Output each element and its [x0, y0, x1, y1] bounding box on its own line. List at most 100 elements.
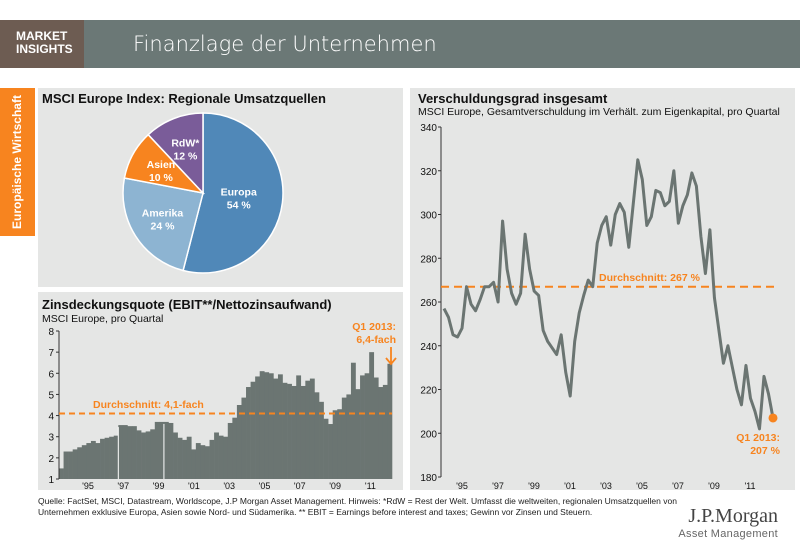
- line-x-tick: '11: [744, 481, 755, 491]
- bar: [373, 377, 379, 479]
- bar: [328, 424, 333, 479]
- line-x-tick: '09: [708, 481, 720, 491]
- bar-x-tick: '97: [117, 481, 129, 491]
- bar: [236, 405, 242, 479]
- jpmorgan-logo: J.P.Morgan Asset Management: [678, 505, 778, 540]
- line-annotation: Q1 2013:: [736, 432, 780, 444]
- bar: [59, 468, 64, 479]
- bar: [113, 435, 119, 479]
- bar: [300, 385, 306, 479]
- pie-slice-europa: [182, 112, 284, 274]
- bar: [241, 397, 247, 479]
- line-last-point: [768, 413, 778, 423]
- bar: [264, 372, 270, 479]
- bar: [186, 436, 192, 479]
- bar: [209, 439, 215, 479]
- bar: [259, 371, 265, 479]
- bar: [168, 422, 174, 479]
- pie-value: 10 %: [149, 172, 174, 184]
- bar: [177, 437, 183, 479]
- bar: [154, 421, 160, 479]
- bar: [214, 432, 219, 479]
- bar: [223, 436, 229, 479]
- line-y-tick: 300: [420, 211, 437, 222]
- bar: [145, 431, 151, 479]
- bar: [296, 375, 302, 479]
- line-y-tick: 200: [420, 429, 437, 440]
- line-y-tick: 180: [420, 473, 437, 484]
- bar-x-tick: '11: [365, 481, 376, 491]
- logo-line1: J.P.Morgan: [688, 505, 778, 527]
- bar-y-tick: 5: [48, 390, 54, 401]
- bar: [204, 446, 210, 479]
- bar: [291, 385, 297, 479]
- line-y-tick: 280: [420, 254, 437, 265]
- bar: [150, 429, 156, 479]
- brand-line2: INSIGHTS: [16, 42, 73, 56]
- bar: [332, 410, 338, 479]
- line-x-tick: '99: [528, 481, 540, 491]
- line-subtitle: MSCI Europe, Gesamtverschuldung im Verhä…: [418, 106, 780, 118]
- bar-average-label: Durchschnitt: 4,1-fach: [93, 399, 204, 411]
- pie-slice-rdw: [147, 112, 204, 195]
- pie-label: Europa: [221, 187, 257, 199]
- bar: [355, 389, 361, 479]
- bar-title: Zinsdeckungsquote (EBIT**/Nettozinsaufwa…: [42, 297, 332, 312]
- pie-slice-amerika: [122, 177, 204, 272]
- bar: [227, 422, 233, 479]
- bar: [104, 437, 110, 479]
- bar: [378, 387, 384, 479]
- bar: [323, 418, 329, 479]
- bar: [350, 362, 356, 479]
- bar: [314, 392, 320, 479]
- bar: [246, 387, 251, 479]
- bar: [337, 409, 343, 479]
- pie-value: 24 %: [151, 221, 176, 233]
- line-x-tick: '95: [456, 481, 468, 491]
- bar: [195, 443, 201, 479]
- bar: [159, 421, 165, 479]
- bar-x-tick: '01: [188, 481, 200, 491]
- bar-y-tick: 8: [48, 327, 54, 338]
- brand-line1: MARKET: [16, 29, 68, 43]
- line-x-tick: '05: [636, 481, 648, 491]
- line-x-tick: '01: [564, 481, 576, 491]
- logo-line2: Asset Management: [678, 528, 778, 540]
- bar: [382, 384, 388, 479]
- bar: [191, 449, 197, 479]
- bar: [95, 443, 101, 479]
- line-y-tick: 320: [420, 167, 437, 178]
- bar: [90, 440, 96, 479]
- bar: [81, 445, 87, 479]
- bar: [122, 425, 128, 479]
- bar-annotation: 6,4-fach: [356, 334, 396, 346]
- bar: [360, 375, 365, 479]
- bar: [127, 426, 133, 479]
- bar: [173, 432, 178, 479]
- bar-y-tick: 4: [48, 412, 54, 423]
- pie-value: 54 %: [227, 200, 252, 212]
- bar: [319, 401, 324, 479]
- line-y-tick: 260: [420, 298, 437, 309]
- line-x-tick: '97: [492, 481, 504, 491]
- line-x-tick: '03: [600, 481, 612, 491]
- bar: [72, 449, 78, 479]
- bar: [163, 421, 169, 479]
- footer-source: Quelle: FactSet, MSCI, Datastream, World…: [38, 496, 677, 517]
- bar: [364, 373, 370, 479]
- line-y-tick: 240: [420, 342, 437, 353]
- arrow-down-icon: [385, 347, 397, 366]
- bar-x-tick: '03: [223, 481, 235, 491]
- bar: [387, 363, 393, 479]
- bar: [305, 380, 311, 479]
- bar: [255, 376, 261, 479]
- bar: [68, 451, 73, 479]
- bar: [200, 445, 206, 479]
- bar: [182, 439, 188, 479]
- bar: [141, 432, 146, 479]
- bar: [136, 430, 142, 479]
- pie-label: Amerika: [142, 208, 184, 220]
- bar: [131, 426, 137, 479]
- bar: [109, 436, 115, 479]
